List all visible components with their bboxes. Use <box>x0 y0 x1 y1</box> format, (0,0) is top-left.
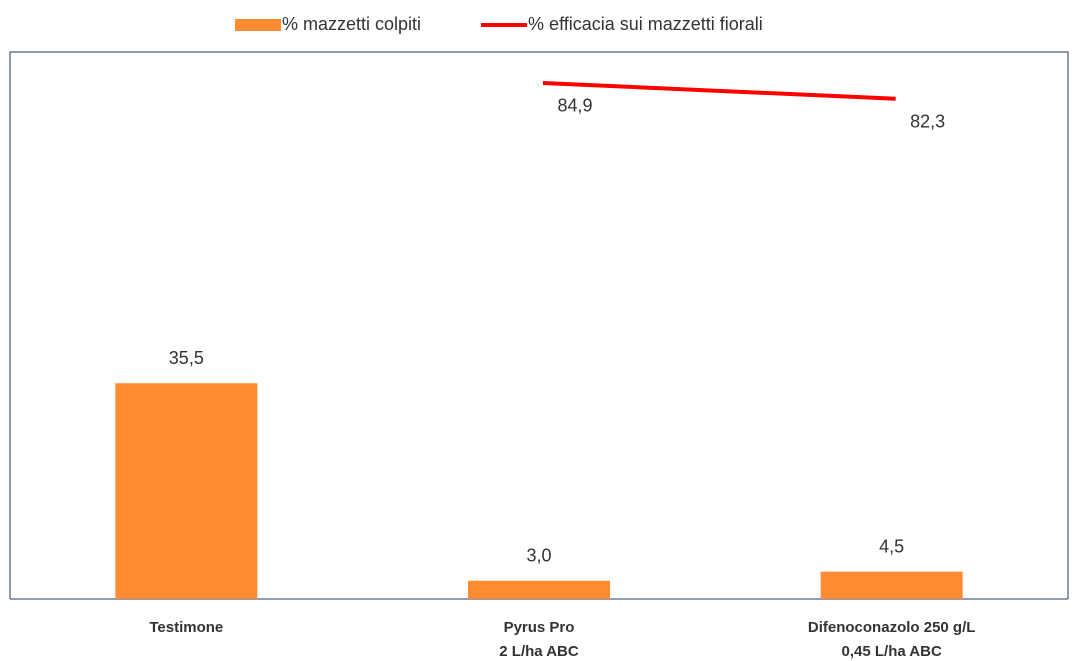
x-tick-label: Difenoconazolo 250 g/L <box>808 619 976 636</box>
data-label: 3,0 <box>526 546 551 566</box>
data-label: 35,5 <box>169 348 204 368</box>
x-tick-label: 2 L/ha ABC <box>499 643 579 660</box>
bar <box>468 580 610 599</box>
x-tick-label: Testimone <box>149 619 223 636</box>
data-label: 4,5 <box>879 536 904 556</box>
x-tick-label: Pyrus Pro <box>504 619 575 636</box>
x-tick-label: 0,45 L/ha ABC <box>842 643 942 660</box>
legend-label: % mazzetti colpiti <box>282 14 421 34</box>
legend-swatch <box>235 19 281 31</box>
bar <box>820 571 963 599</box>
bar <box>115 383 258 599</box>
data-label: 82,3 <box>910 112 945 132</box>
legend-label: % efficacia sui mazzetti fiorali <box>528 14 763 34</box>
data-label: 84,9 <box>557 96 592 116</box>
plot-frame <box>9 51 1069 599</box>
line <box>542 80 896 101</box>
